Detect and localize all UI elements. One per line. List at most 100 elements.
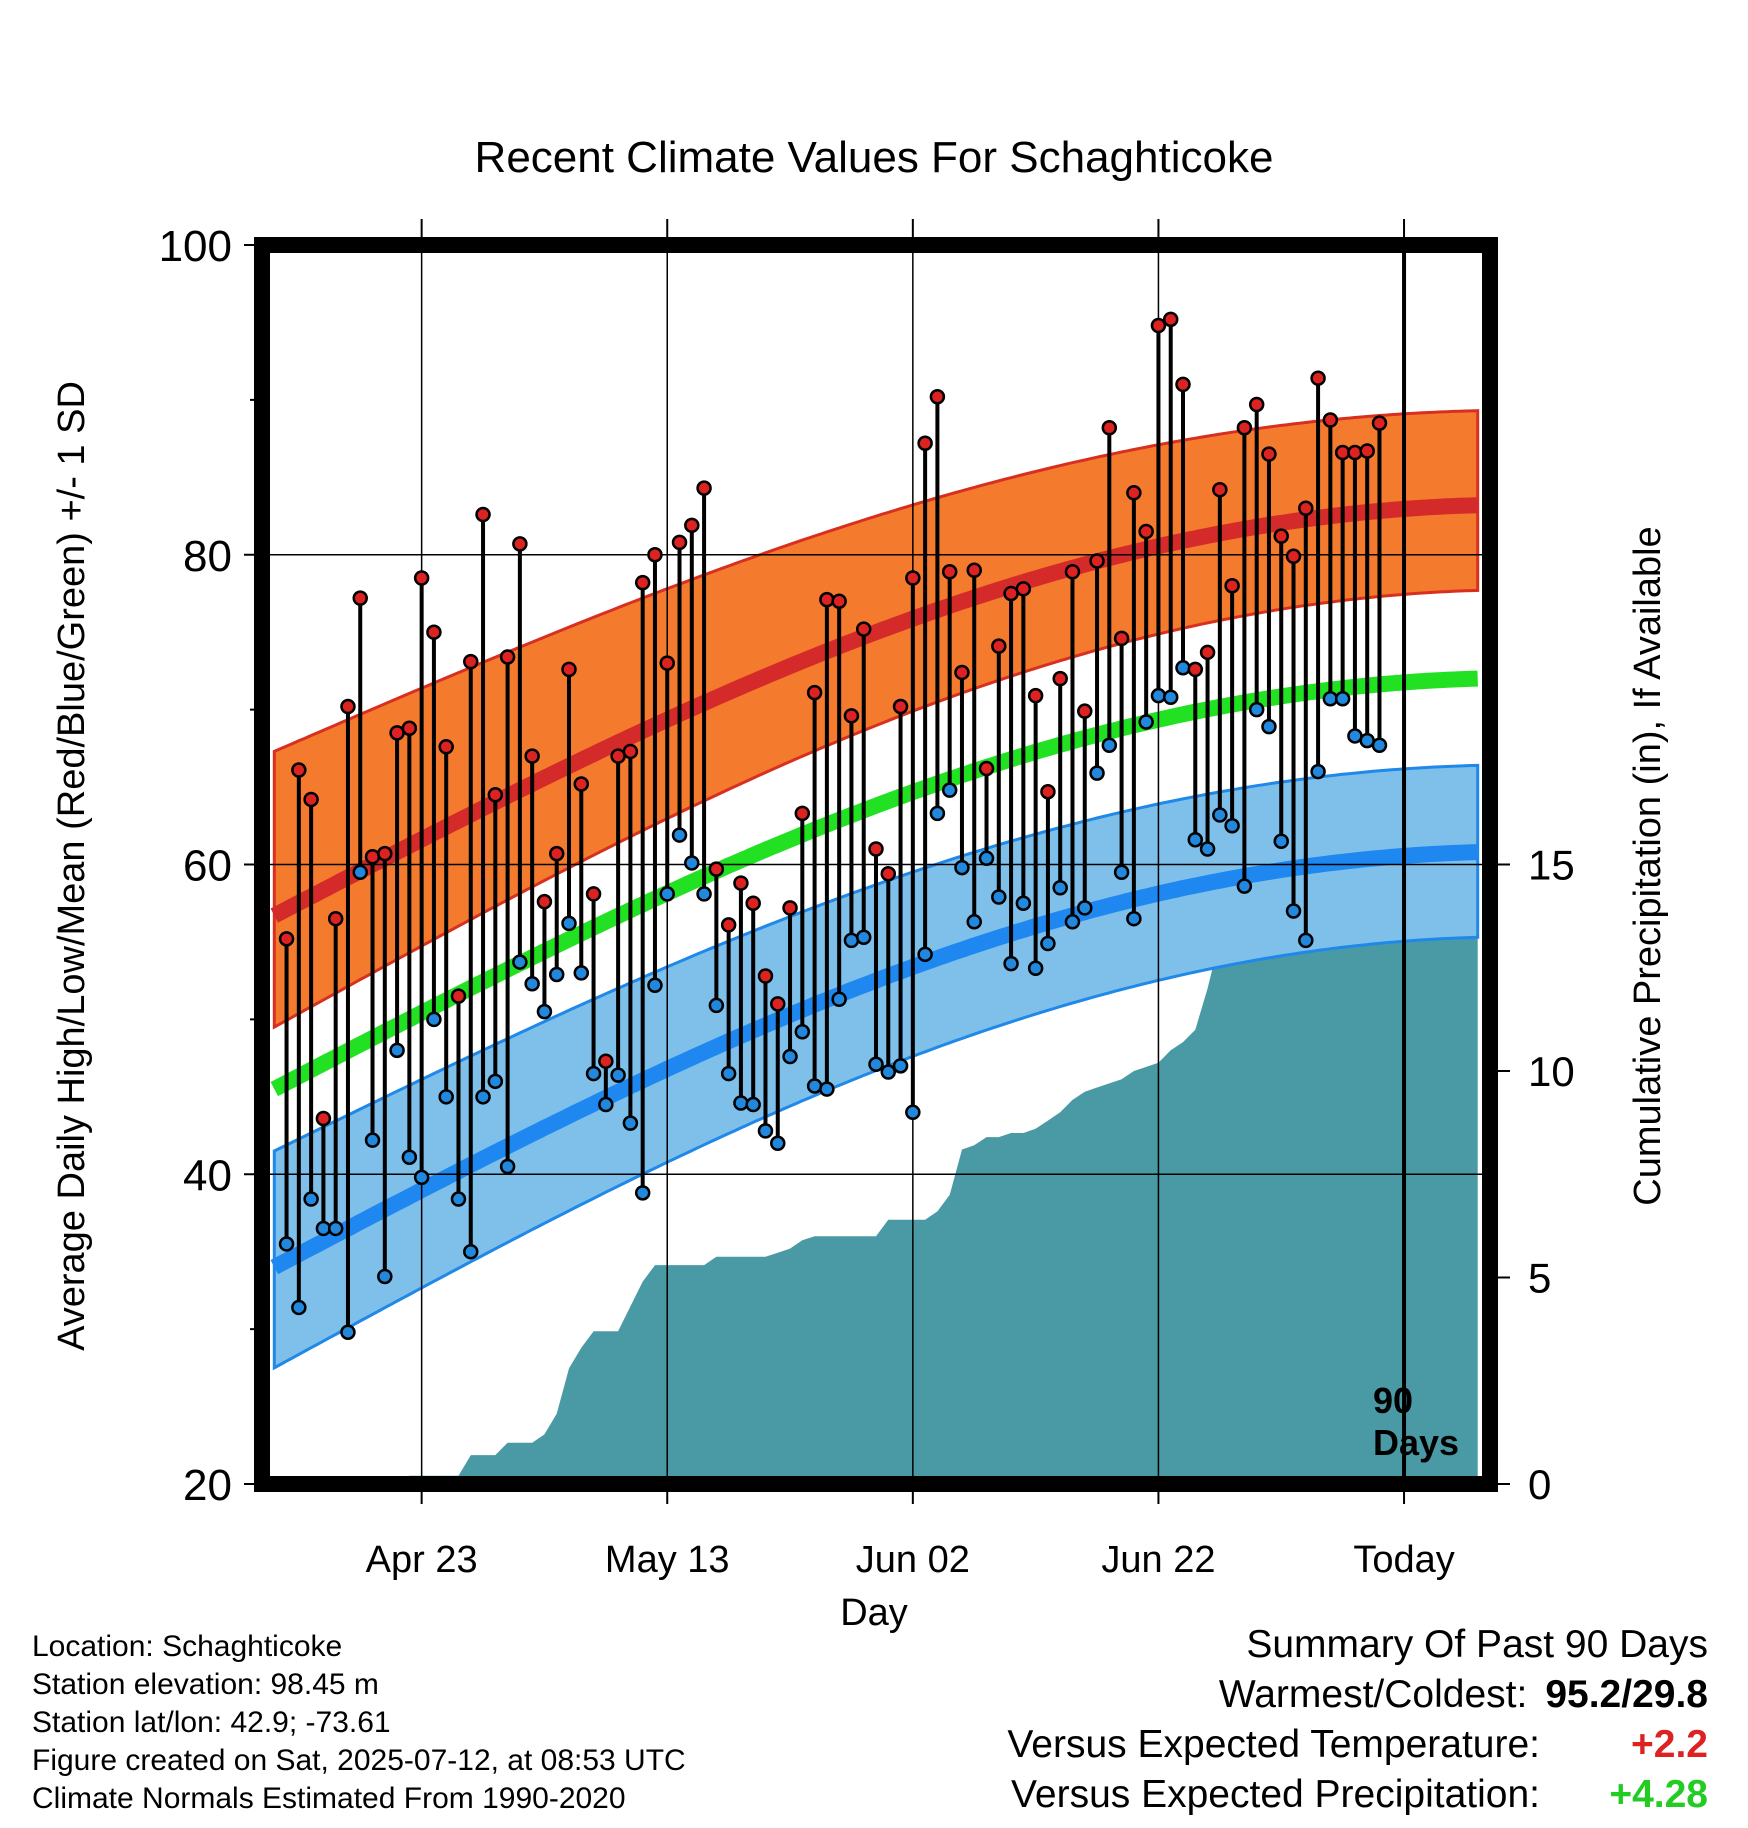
low-point (696, 886, 712, 902)
high-point (352, 590, 368, 606)
high-point (1162, 311, 1179, 328)
low-point (450, 1191, 467, 1207)
x-tick-label: Apr 23 (366, 1539, 478, 1581)
y2-tick-label: 10 (1528, 1048, 1575, 1095)
high-point (1040, 783, 1056, 800)
high-point (1359, 443, 1375, 459)
precip-anomaly-value: +4.28 (1609, 1773, 1708, 1816)
high-point (1199, 644, 1216, 661)
low-point (733, 1095, 749, 1111)
low-point (659, 886, 675, 902)
x-tick-label: Jun 02 (856, 1539, 970, 1581)
low-point (806, 1078, 823, 1094)
low-point (585, 1065, 602, 1082)
high-point (1187, 661, 1204, 678)
x-axis-label: Day (840, 1592, 908, 1634)
high-point (1273, 528, 1289, 544)
low-point (782, 1048, 798, 1065)
low-point (340, 1324, 356, 1340)
station-info: Location: Schaghticoke Station elevation… (32, 1628, 686, 1818)
high-point (966, 562, 982, 578)
high-point (303, 791, 319, 808)
low-point (1126, 910, 1142, 927)
high-point (696, 480, 712, 496)
low-point (438, 1089, 454, 1105)
high-mean-line (270, 497, 1478, 923)
high-point (819, 591, 835, 608)
high-point (450, 988, 467, 1004)
low-point (327, 1220, 344, 1237)
high-point (622, 743, 639, 760)
high-point (1064, 564, 1081, 580)
plot-area (254, 237, 1498, 1492)
low-point (1077, 900, 1093, 916)
high-point (364, 849, 381, 865)
high-point (315, 1110, 332, 1127)
low-point (855, 929, 872, 946)
climate-normals-period: Climate Normals Estimated From 1990-2020 (32, 1782, 626, 1815)
low-point (1334, 691, 1351, 707)
high-point (1261, 446, 1277, 462)
high-point (733, 875, 749, 891)
low-point (647, 977, 663, 994)
high-point (745, 895, 761, 911)
high-point (794, 805, 811, 822)
high-point (647, 547, 663, 563)
high-point (426, 624, 442, 640)
high-point (499, 649, 516, 665)
low-point (1199, 841, 1216, 857)
high-point (438, 739, 454, 755)
high-point (377, 845, 393, 862)
high-point (941, 564, 958, 580)
high-point (413, 570, 430, 586)
high-point (868, 841, 884, 857)
low-point (548, 966, 565, 983)
summary-heading: Summary Of Past 90 Days (1246, 1623, 1708, 1666)
low-point (954, 859, 970, 876)
high-point (770, 996, 786, 1012)
high-point (1224, 577, 1240, 594)
low-point (377, 1268, 393, 1285)
low-point (1150, 687, 1167, 704)
low-point (413, 1169, 430, 1186)
chart-title: Recent Climate Values For Schaghticoke (475, 133, 1274, 182)
low-point (1003, 955, 1019, 972)
low-point (720, 1065, 737, 1082)
high-point (1027, 687, 1044, 704)
precip-layer (286, 893, 1478, 1484)
left-axis: 20 40 60 80 100 (159, 222, 262, 1510)
high-point (1150, 317, 1167, 334)
warm-cold-label: Warmest/Coldest: (1218, 1673, 1528, 1716)
low-point (794, 1024, 811, 1040)
low-point (905, 1104, 921, 1121)
low-point (499, 1158, 516, 1175)
low-point (819, 1081, 835, 1097)
high-point (1248, 396, 1265, 413)
high-point (573, 776, 590, 792)
low-point (1040, 935, 1056, 952)
daily-points-layer (278, 311, 1388, 1340)
high-point (991, 638, 1007, 654)
low-point (1310, 763, 1326, 780)
low-point (524, 976, 540, 992)
high-point (954, 664, 970, 681)
low-point (1064, 914, 1081, 930)
low-point (1113, 864, 1130, 880)
high-point (561, 661, 577, 678)
high-point (843, 708, 860, 724)
y2-tick-label: 15 (1528, 842, 1575, 889)
x-tick-label: Jun 22 (1101, 1539, 1215, 1581)
high-point (1101, 420, 1118, 436)
precip-area (286, 893, 1478, 1484)
low-point (671, 827, 688, 843)
high-point (475, 506, 491, 523)
high-point (855, 621, 872, 637)
high-point (1126, 485, 1142, 501)
high-point (278, 931, 295, 947)
high-point (1371, 415, 1388, 431)
low-point (1015, 895, 1032, 911)
high-point (463, 653, 479, 670)
station-elevation: Station elevation: 98.45 m (32, 1668, 379, 1701)
low-point (536, 1003, 553, 1020)
low-point (1187, 831, 1204, 848)
